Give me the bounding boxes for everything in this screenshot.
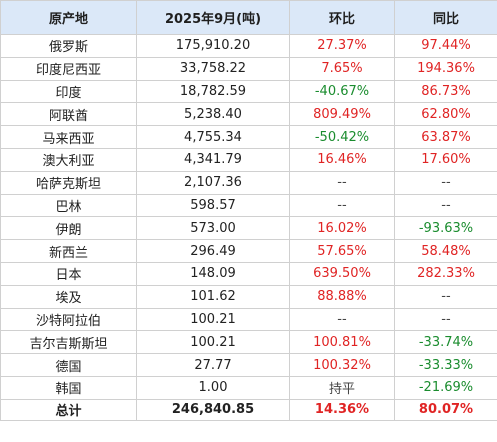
tonnage-cell: 5,238.40 xyxy=(136,102,290,127)
table-row: 伊朗 573.00 16.02% -93.63% xyxy=(0,216,497,241)
tonnage-cell: 175,910.20 xyxy=(136,34,290,58)
tonnage-cell: 4,755.34 xyxy=(136,125,290,149)
origin-cell: 巴林 xyxy=(0,193,137,218)
yoy-cell: -21.69% xyxy=(394,375,497,400)
tonnage-cell: 33,758.22 xyxy=(136,56,290,81)
origin-cell: 新西兰 xyxy=(0,239,137,263)
mom-cell: -- xyxy=(289,193,395,218)
yoy-cell: -- xyxy=(394,284,497,309)
mom-cell: -- xyxy=(289,170,395,195)
mom-cell: -- xyxy=(289,307,395,332)
header-row: 原产地 2025年9月(吨) 环比 同比 xyxy=(0,0,497,35)
yoy-cell: -- xyxy=(394,170,497,195)
yoy-cell: 17.60% xyxy=(394,147,497,172)
yoy-cell: -93.63% xyxy=(394,216,497,241)
yoy-cell: 282.33% xyxy=(394,261,497,286)
table-row: 德国 27.77 100.32% -33.33% xyxy=(0,353,497,377)
mom-cell: 持平 xyxy=(289,375,395,400)
total-row: 总计 246,840.85 14.36% 80.07% xyxy=(0,398,497,421)
yoy-cell: -- xyxy=(394,307,497,332)
tonnage-cell: 2,107.36 xyxy=(136,170,290,195)
mom-cell: 27.37% xyxy=(289,34,395,58)
table-row: 巴林 598.57 -- -- xyxy=(0,193,497,218)
yoy-cell: 58.48% xyxy=(394,239,497,263)
tonnage-cell: 598.57 xyxy=(136,193,290,218)
mom-cell: 16.02% xyxy=(289,216,395,241)
header-origin: 原产地 xyxy=(0,0,137,35)
mom-cell: -40.67% xyxy=(289,79,395,104)
table-body: 俄罗斯 175,910.20 27.37% 97.44% 印度尼西亚 33,758.22 7… xyxy=(0,34,497,400)
origin-cell: 德国 xyxy=(0,353,137,377)
origin-cell: 哈萨克斯坦 xyxy=(0,170,137,195)
origin-cell: 吉尔吉斯斯坦 xyxy=(0,330,137,355)
origin-cell: 印度尼西亚 xyxy=(0,56,137,81)
table-row: 哈萨克斯坦 2,107.36 -- -- xyxy=(0,170,497,195)
origin-cell: 俄罗斯 xyxy=(0,34,137,58)
table-row: 澳大利亚 4,341.79 16.46% 17.60% xyxy=(0,147,497,172)
yoy-cell: 63.87% xyxy=(394,125,497,149)
table-row: 马来西亚 4,755.34 -50.42% 63.87% xyxy=(0,125,497,149)
tonnage-cell: 148.09 xyxy=(136,261,290,286)
table-row: 俄罗斯 175,910.20 27.37% 97.44% xyxy=(0,34,497,58)
yoy-cell: 62.80% xyxy=(394,102,497,127)
header-mom: 环比 xyxy=(289,0,395,35)
mom-cell: 7.65% xyxy=(289,56,395,81)
total-label: 总计 xyxy=(0,398,137,421)
yoy-cell: -33.33% xyxy=(394,353,497,377)
total-tonnage: 246,840.85 xyxy=(136,398,290,421)
mom-cell: 57.65% xyxy=(289,239,395,263)
tonnage-cell: 100.21 xyxy=(136,330,290,355)
origin-cell: 澳大利亚 xyxy=(0,147,137,172)
origin-cell: 韩国 xyxy=(0,375,137,400)
origin-cell: 埃及 xyxy=(0,284,137,309)
yoy-cell: 97.44% xyxy=(394,34,497,58)
tonnage-cell: 100.21 xyxy=(136,307,290,332)
table-row: 日本 148.09 639.50% 282.33% xyxy=(0,261,497,286)
mom-cell: 809.49% xyxy=(289,102,395,127)
yoy-cell: 194.36% xyxy=(394,56,497,81)
header-tonnage: 2025年9月(吨) xyxy=(136,0,290,35)
tonnage-cell: 27.77 xyxy=(136,353,290,377)
tonnage-cell: 573.00 xyxy=(136,216,290,241)
yoy-cell: -33.74% xyxy=(394,330,497,355)
table-row: 沙特阿拉伯 100.21 -- -- xyxy=(0,307,497,332)
mom-cell: -50.42% xyxy=(289,125,395,149)
origin-import-table: 原产地 2025年9月(吨) 环比 同比 俄罗斯 175,910.20 27.37%… xyxy=(0,0,497,421)
origin-cell: 阿联酋 xyxy=(0,102,137,127)
total-yoy: 80.07% xyxy=(394,398,497,421)
origin-cell: 马来西亚 xyxy=(0,125,137,149)
tonnage-cell: 18,782.59 xyxy=(136,79,290,104)
tonnage-cell: 4,341.79 xyxy=(136,147,290,172)
table-row: 新西兰 296.49 57.65% 58.48% xyxy=(0,239,497,263)
tonnage-cell: 1.00 xyxy=(136,375,290,400)
origin-cell: 日本 xyxy=(0,261,137,286)
yoy-cell: -- xyxy=(394,193,497,218)
table-row: 印度 18,782.59 -40.67% 86.73% xyxy=(0,79,497,104)
origin-cell: 印度 xyxy=(0,79,137,104)
table-row: 埃及 101.62 88.88% -- xyxy=(0,284,497,309)
origin-cell: 沙特阿拉伯 xyxy=(0,307,137,332)
mom-cell: 100.81% xyxy=(289,330,395,355)
header-yoy: 同比 xyxy=(394,0,497,35)
origin-cell: 伊朗 xyxy=(0,216,137,241)
table-row: 印度尼西亚 33,758.22 7.65% 194.36% xyxy=(0,56,497,81)
mom-cell: 16.46% xyxy=(289,147,395,172)
mom-cell: 639.50% xyxy=(289,261,395,286)
total-mom: 14.36% xyxy=(289,398,395,421)
tonnage-cell: 296.49 xyxy=(136,239,290,263)
tonnage-cell: 101.62 xyxy=(136,284,290,309)
table-row: 阿联酋 5,238.40 809.49% 62.80% xyxy=(0,102,497,127)
yoy-cell: 86.73% xyxy=(394,79,497,104)
table-row: 吉尔吉斯斯坦 100.21 100.81% -33.74% xyxy=(0,330,497,355)
table-row: 韩国 1.00 持平 -21.69% xyxy=(0,375,497,400)
mom-cell: 88.88% xyxy=(289,284,395,309)
mom-cell: 100.32% xyxy=(289,353,395,377)
